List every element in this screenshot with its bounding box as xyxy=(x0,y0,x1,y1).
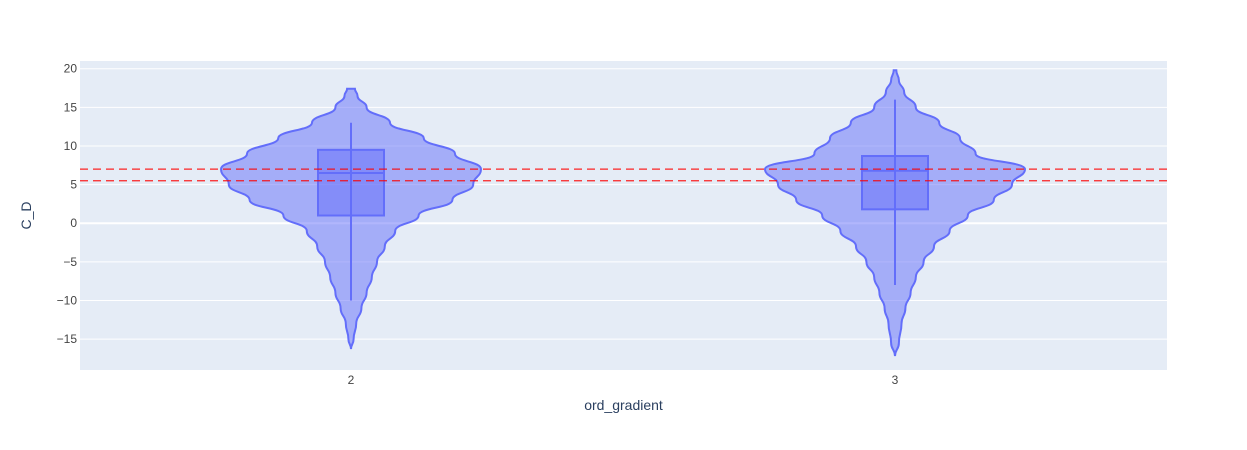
violins xyxy=(219,69,1027,357)
plot-area xyxy=(80,61,1167,370)
x-tick-label: 3 xyxy=(892,373,899,387)
gridlines xyxy=(80,68,1167,340)
y-tick-label: 20 xyxy=(64,62,78,76)
y-tick-label: −5 xyxy=(63,255,77,269)
y-axis-ticks: −15 −10 −5 0 5 10 15 20 xyxy=(57,62,78,346)
y-tick-label: 15 xyxy=(64,100,78,114)
y-tick-label: 5 xyxy=(70,178,77,192)
y-tick-label: −15 xyxy=(57,332,78,346)
violin-box xyxy=(861,155,929,211)
y-axis-title: C_D xyxy=(18,201,34,229)
y-tick-label: 0 xyxy=(70,216,77,230)
x-tick-label: 2 xyxy=(348,373,355,387)
violin-box xyxy=(317,148,385,217)
x-axis-title: ord_gradient xyxy=(584,397,663,413)
violin-3 xyxy=(763,69,1027,357)
violin-2 xyxy=(219,87,483,350)
y-tick-label: 10 xyxy=(64,139,78,153)
y-tick-label: −10 xyxy=(57,293,78,307)
